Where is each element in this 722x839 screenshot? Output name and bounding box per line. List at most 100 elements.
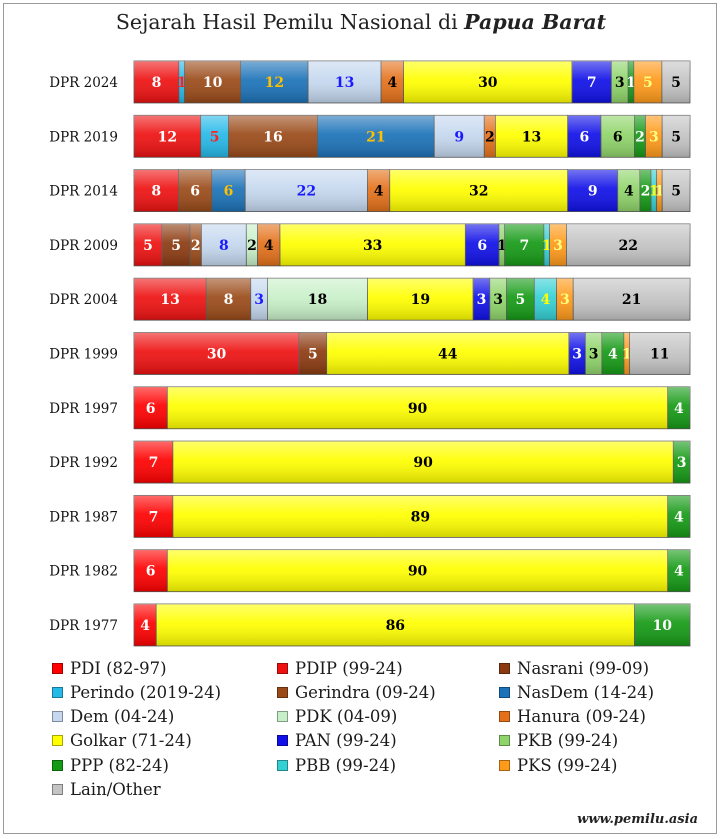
data-label: 13 [522,129,541,145]
data-label: 8 [151,184,161,200]
legend-swatch [52,759,63,771]
legend-item: NasDem (14-24) [499,682,654,702]
legend-label: Gerindra (09-24) [295,682,436,702]
legend-item: PAN (99-24) [277,731,397,751]
data-label: 5 [308,347,318,363]
data-label: 4 [541,292,551,308]
bar-segment-shine [381,61,404,103]
data-label: 7 [587,75,597,91]
bar-segment-shine [134,169,179,212]
data-label: 30 [207,347,227,363]
data-label: 6 [579,129,589,145]
bar-segment-shine [134,604,157,646]
data-label: 6 [146,401,156,417]
legend-label: PKS (99-24) [517,755,618,775]
data-label: 3 [649,129,659,145]
legend-label: Golkar (71-24) [70,731,192,751]
legend-swatch [277,735,288,747]
legend-label: PDK (04-09) [295,707,398,727]
bar-segment-shine [543,223,550,266]
legend-label: Nasrani (99-09) [517,658,650,678]
bar-segment-shine [134,278,207,321]
source-credit: www.pemilu.asia [577,812,698,827]
data-label: 5 [643,75,653,91]
legend-swatch [499,711,510,723]
data-label: 1 [655,184,665,200]
bar-segment-shine [495,115,568,158]
bar-segment-shine [280,223,466,266]
bar-segment-shine [661,61,690,103]
category-label: DPR 2004 [49,292,118,308]
legend-item: PKS (99-24) [499,755,617,775]
bar-segment-shine [585,332,602,375]
bar-segment-shine [662,115,690,158]
bar-segment-shine [317,115,435,158]
bar-segment-shine [611,61,629,103]
legend-item: Golkar (71-24) [52,731,192,751]
data-label: 10 [203,75,223,91]
bar-segment-shine [556,278,574,321]
legend-swatch [499,662,510,674]
bar-segment-shine [568,332,586,375]
bar-segment-shine [167,386,668,429]
data-label: 2 [635,129,645,145]
bar-segment-shine [134,495,173,538]
data-label: 18 [308,292,327,308]
legend-label: PPP (82-24) [70,755,169,775]
category-label: DPR 2014 [49,184,118,200]
bar-segment-shine [134,223,163,266]
data-label: 4 [608,347,618,363]
bar-segment-shine [667,549,690,592]
data-label: 3 [560,292,570,308]
legend-swatch [52,784,63,795]
data-label: 13 [335,75,354,91]
bar-segment-shine [489,278,507,321]
data-label: 3 [589,347,599,363]
bar-segment-shine [633,61,662,103]
data-label: 1 [622,347,632,363]
category-label: DPR 2009 [49,238,118,254]
data-label: 8 [224,292,234,308]
data-label: 1 [542,238,552,254]
category-label: DPR 2019 [49,129,118,145]
data-label: 2 [641,184,651,200]
bar-segment-shine [656,169,663,212]
bar-segment-shine [465,223,500,266]
data-label: 90 [408,564,428,580]
legend-item: Nasrani (99-09) [499,658,649,678]
legend-swatch [52,711,63,723]
data-label: 21 [622,292,641,308]
bar-segment-shine [267,278,368,321]
legend-label: PKB (99-24) [517,731,619,751]
bar-segment-shine [162,223,191,266]
data-label: 2 [485,129,495,145]
bar-segment-shine [299,332,327,375]
bar-segment-shine [567,169,618,212]
data-label: 1 [649,184,659,200]
data-label: 1 [177,75,187,91]
data-label: 22 [618,238,637,254]
legend-swatch [277,759,288,771]
chart-title: Sejarah Hasil Pemilu Nasional di Papua B… [0,10,722,34]
data-label: 30 [478,75,498,91]
bar-segment-shine [634,604,690,646]
bar-segment-shine [178,169,212,212]
data-label: 6 [146,564,156,580]
bar-segment-shine [634,115,646,158]
data-label: 6 [477,238,487,254]
legend-item: PBB (99-24) [277,755,396,775]
data-label: 86 [386,618,405,634]
legend-label: PDI (82-97) [70,658,167,678]
legend-item: Dem (04-24) [52,707,174,727]
legend-label: PAN (99-24) [295,731,397,751]
bar-segment-shine [134,386,168,429]
data-label: 3 [553,238,563,254]
bar-segment-shine [172,495,668,538]
data-label: 89 [411,509,430,525]
data-label: 4 [674,509,684,525]
legend-label: PBB (99-24) [295,755,397,775]
category-label: DPR 1987 [49,509,118,525]
data-label: 90 [408,401,428,417]
category-label: DPR 1982 [49,564,118,580]
bar-segment-shine [134,441,173,484]
